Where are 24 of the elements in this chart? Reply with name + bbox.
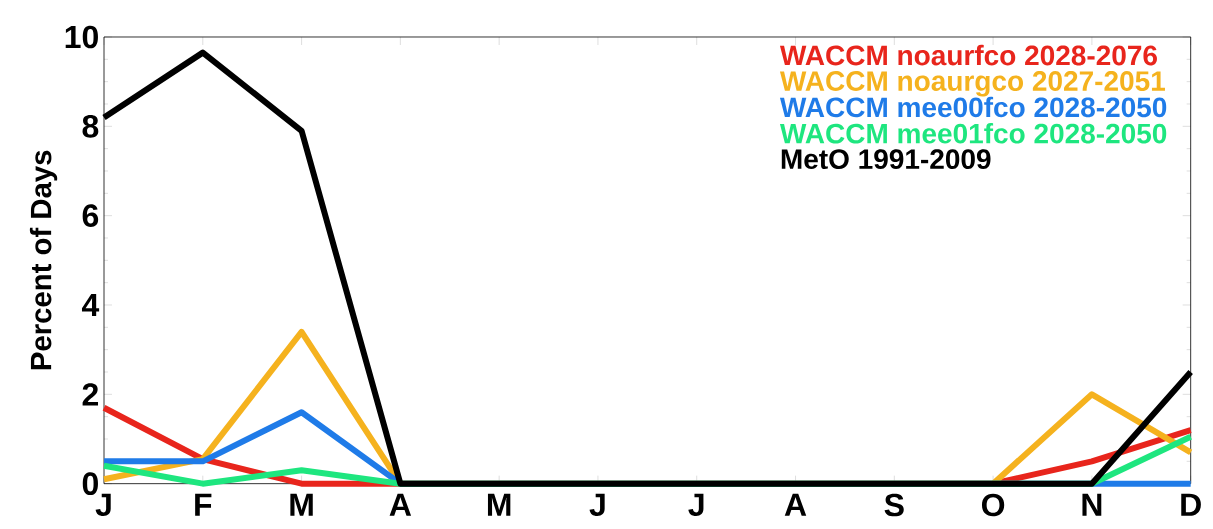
y-tick-label: 0 [82,472,98,495]
x-tick-label: A [784,493,807,516]
text: WACCM mee00fco 2028-2050 [779,96,1167,118]
x-tick-label: M [290,493,313,516]
y-tick-label: 4 [81,293,100,317]
x-tick-label: D [1181,493,1201,516]
x-tick-label: N [1082,493,1102,516]
x-tick-label: J [688,493,704,517]
text: WACCM noaurfco 2028-2076 [779,44,1157,66]
y-tick-label: 2 [82,383,99,406]
y-tick-label: 8 [82,115,99,138]
y-tick-label: 6 [82,204,99,227]
text: WACCM noaurgco 2027-2051 [779,71,1165,97]
text: MetO 1991-2009 [781,149,991,170]
x-tick-label: S [884,493,904,517]
y-axis-title: Percent of Days [29,150,58,370]
y-tick-label: 10 [65,25,98,49]
text: WACCM mee01fco 2028-2050 [779,122,1167,144]
x-tick-label: M [487,493,511,516]
x-tick-label: J [589,493,605,517]
x-tick-label: O [981,493,1005,517]
x-tick-label: J [95,493,111,517]
x-tick-label: F [195,493,212,516]
x-tick-label: A [389,493,412,516]
